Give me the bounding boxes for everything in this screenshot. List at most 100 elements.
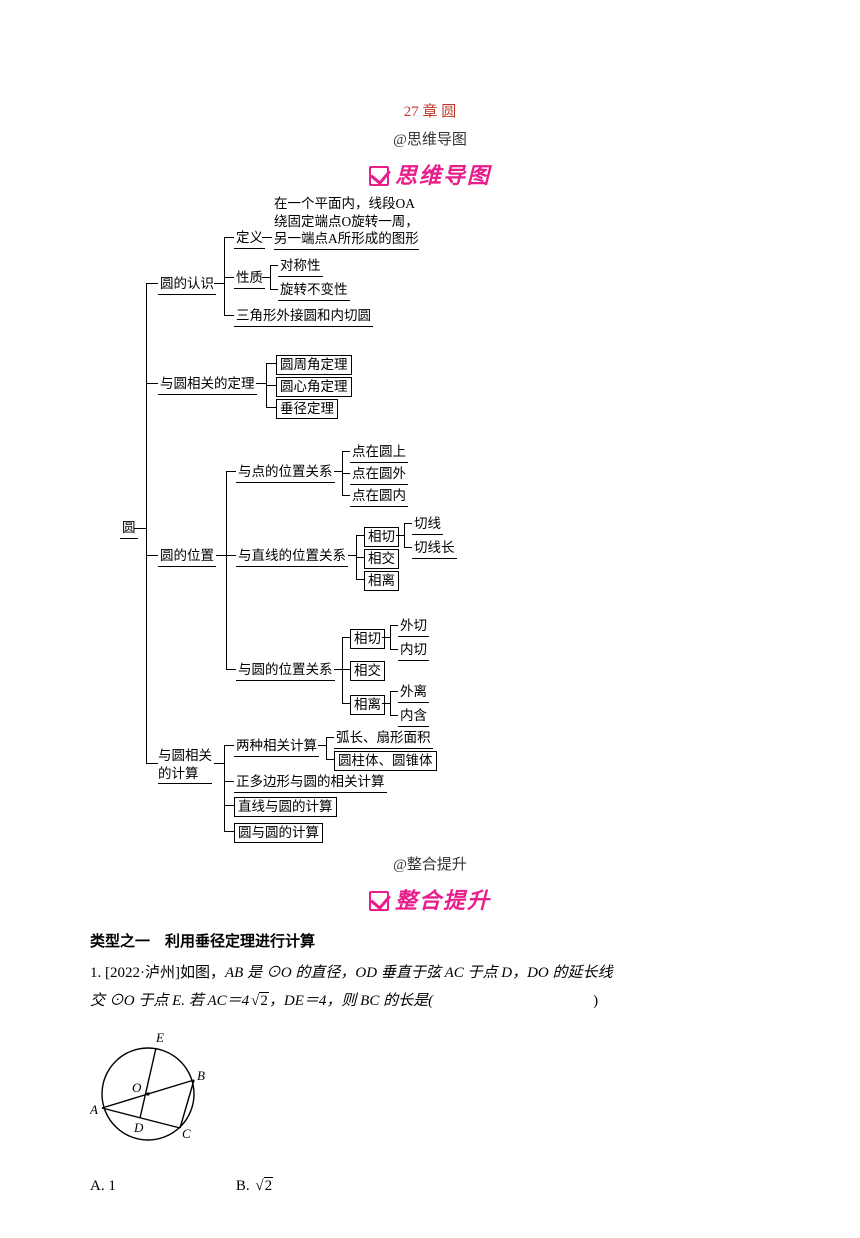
mm-line xyxy=(226,669,236,670)
mm-b3-2-2: 相交 xyxy=(364,549,399,569)
mm-b4-1-2: 圆柱体、圆锥体 xyxy=(334,751,437,771)
svg-text:E: E xyxy=(155,1030,164,1045)
mm-line xyxy=(270,265,271,289)
mm-line xyxy=(326,737,327,759)
option-b-prefix: B. xyxy=(236,1178,254,1194)
mm-b3-1-1: 点在圆上 xyxy=(350,443,408,463)
mm-b2: 与圆相关的定理 xyxy=(158,375,257,395)
mm-line xyxy=(326,759,334,760)
at-mindmap-label: @思维导图 xyxy=(90,128,770,152)
mm-line xyxy=(214,763,224,764)
mm-line xyxy=(224,781,234,782)
sqrt-val: 2 xyxy=(264,1177,274,1194)
options-row: A. 1 B. 2 xyxy=(90,1174,770,1198)
svg-text:O: O xyxy=(132,1080,142,1095)
mm-line xyxy=(146,763,158,764)
mm-line xyxy=(382,637,390,638)
problem-1-figure: E B O A D C xyxy=(90,1026,770,1164)
mm-line xyxy=(342,495,350,496)
mm-line xyxy=(266,363,276,364)
mm-b3-1-3: 点在圆内 xyxy=(350,487,408,507)
mm-line xyxy=(390,691,391,715)
mm-b3-3-3-2: 内含 xyxy=(398,707,429,727)
mm-line xyxy=(146,383,158,384)
mm-line xyxy=(342,451,350,452)
mm-b3: 圆的位置 xyxy=(158,547,216,567)
mm-line xyxy=(396,535,404,536)
mindmap-diagram: 圆 圆的认识 定义 在一个平面内，线段OA 绕固定端点O旋转一周， 另一端点A所… xyxy=(120,203,770,843)
mindmap-heading: 思维导图 xyxy=(90,158,770,193)
mm-line xyxy=(224,315,234,316)
mm-line xyxy=(266,385,276,386)
mm-b3-2: 与直线的位置关系 xyxy=(236,547,348,567)
mm-b3-3-1-2: 内切 xyxy=(398,641,429,661)
mm-b4: 与圆相关 的计算 xyxy=(158,747,212,784)
circle-diagram-icon: E B O A D C xyxy=(90,1026,220,1156)
mm-line xyxy=(226,555,236,556)
mm-line xyxy=(404,523,412,524)
mm-b3-2-1-1: 切线 xyxy=(412,515,443,535)
mm-b3-3-1-1: 外切 xyxy=(398,617,429,637)
mm-line xyxy=(224,805,234,806)
chapter-title: 27 章 圆 xyxy=(90,100,770,124)
mm-b3-1: 与点的位置关系 xyxy=(236,463,335,483)
mm-line xyxy=(356,535,364,536)
mm-line xyxy=(342,637,343,703)
mm-line xyxy=(224,237,234,238)
mm-text: 另一端点A所形成的图形 xyxy=(274,230,419,248)
mm-line xyxy=(342,703,350,704)
mm-line xyxy=(348,555,356,556)
check-icon xyxy=(369,166,389,186)
mm-line xyxy=(146,283,158,284)
mm-line xyxy=(224,745,225,831)
integrate-heading-text: 整合提升 xyxy=(395,883,491,918)
mm-line xyxy=(224,277,234,278)
mm-text: 在一个平面内，线段OA xyxy=(274,195,419,213)
mm-line xyxy=(334,669,342,670)
type1-title: 类型之一 利用垂径定理进行计算 xyxy=(90,930,770,954)
mm-line xyxy=(326,737,334,738)
mm-line xyxy=(226,471,236,472)
mm-line xyxy=(134,528,146,529)
mm-line xyxy=(146,555,158,556)
mm-line xyxy=(390,691,398,692)
mm-line xyxy=(146,283,147,763)
svg-text:C: C xyxy=(182,1126,191,1141)
mm-b3-2-3: 相离 xyxy=(364,571,399,591)
mm-b2-2: 圆心角定理 xyxy=(276,377,352,397)
mm-b4-2: 正多边形与圆的相关计算 xyxy=(234,773,387,793)
q1-prefix: 1. [2022·泸州]如图， xyxy=(90,965,225,981)
mm-line xyxy=(262,237,272,238)
mm-line xyxy=(404,523,405,547)
mm-line xyxy=(226,471,227,669)
mm-b2-3: 垂径定理 xyxy=(276,399,338,419)
mm-line xyxy=(214,283,224,284)
mm-line xyxy=(266,407,276,408)
mm-b4-1: 两种相关计算 xyxy=(234,737,319,757)
mm-line xyxy=(262,277,270,278)
at-integrate-label: @整合提升 xyxy=(90,853,770,877)
q1-body2: 交 ⊙O 于点 E. 若 AC＝4 xyxy=(90,993,249,1009)
option-a: A. 1 xyxy=(90,1174,116,1198)
mm-line xyxy=(356,557,364,558)
mm-line xyxy=(342,473,350,474)
mm-b1-3: 三角形外接圆和内切圆 xyxy=(234,307,373,327)
mm-b4-4: 圆与圆的计算 xyxy=(234,823,323,843)
mm-b3-3-3-1: 外离 xyxy=(398,683,429,703)
q1-body2a: ，DE＝4，则 BC 的长是( xyxy=(269,993,433,1009)
mm-text: 绕固定端点O旋转一周， xyxy=(274,213,419,231)
mm-line xyxy=(356,579,364,580)
sqrt-icon: 2 xyxy=(249,988,269,1016)
mm-line xyxy=(390,649,398,650)
mm-b3-3: 与圆的位置关系 xyxy=(236,661,335,681)
svg-text:D: D xyxy=(133,1120,144,1135)
mm-line xyxy=(270,289,278,290)
mm-b1: 圆的认识 xyxy=(158,275,216,295)
integrate-heading: 整合提升 xyxy=(90,883,770,918)
svg-text:B: B xyxy=(197,1068,205,1083)
mm-text: 的计算 xyxy=(158,765,212,783)
mm-line xyxy=(382,703,390,704)
mm-b4-1-1: 弧长、扇形面积 xyxy=(334,729,433,749)
mm-line xyxy=(224,745,234,746)
mm-b3-3-3: 相离 xyxy=(350,695,385,715)
